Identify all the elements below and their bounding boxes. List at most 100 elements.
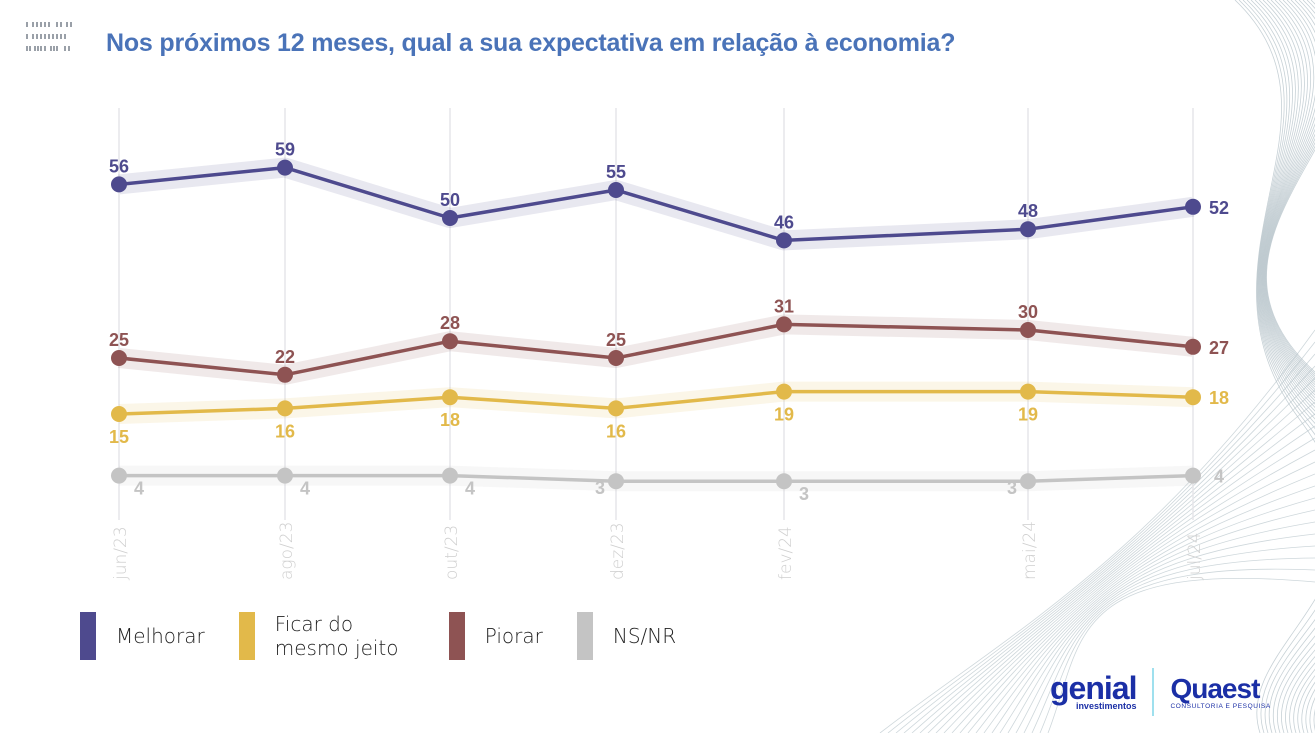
x-tick-label: jul/24 xyxy=(1185,532,1205,581)
data-label: 50 xyxy=(440,190,460,210)
legend-label: NS/NR xyxy=(612,624,677,648)
logos: genial investimentos Quaest CONSULTORIA … xyxy=(1050,668,1271,716)
wave-line xyxy=(999,509,1315,733)
x-tick-label: mai/24 xyxy=(1020,521,1040,580)
wave-line xyxy=(919,389,1315,733)
data-point xyxy=(776,383,792,400)
wave-line xyxy=(911,377,1315,733)
series-piorar: 25 22 28 25 31 30 27 xyxy=(109,296,1229,385)
chart-title: Nos próximos 12 meses, qual a sua expect… xyxy=(106,29,956,57)
data-label: 59 xyxy=(275,140,295,160)
data-point xyxy=(608,182,624,198)
legend-swatch-piorar xyxy=(448,612,465,660)
wave-line xyxy=(983,485,1315,733)
wave-line xyxy=(895,353,1315,733)
wave-line xyxy=(903,365,1315,733)
series-ficar: 15 16 18 16 19 19 18 xyxy=(109,381,1229,447)
data-label: 46 xyxy=(774,212,794,232)
data-label: 4 xyxy=(1214,467,1224,487)
data-label: 3 xyxy=(1007,478,1017,498)
data-point xyxy=(1020,383,1036,400)
genial-logo-text: genial xyxy=(1050,670,1137,706)
data-point xyxy=(111,406,127,422)
wave-line xyxy=(879,329,1315,733)
data-point xyxy=(1020,221,1036,238)
data-point xyxy=(111,350,127,366)
wave-line xyxy=(991,497,1315,733)
data-label: 31 xyxy=(774,296,794,316)
series-nsnr: 4 4 4 3 3 3 4 xyxy=(111,465,1224,504)
genial-logo: genial investimentos xyxy=(1050,670,1137,711)
data-label: 27 xyxy=(1209,338,1229,358)
wave-line xyxy=(959,449,1315,733)
data-label: 55 xyxy=(606,162,626,182)
wave-line xyxy=(1007,521,1315,733)
wave-line xyxy=(1262,0,1315,733)
gridlines xyxy=(118,108,1194,520)
wave-line xyxy=(1260,0,1315,733)
wave-line xyxy=(1258,0,1315,733)
data-point xyxy=(277,366,293,383)
legend-swatch-nsnr xyxy=(576,612,593,660)
data-label: 4 xyxy=(134,479,144,499)
data-point xyxy=(1020,473,1036,490)
wave-line xyxy=(1023,545,1315,733)
quaest-logo-text: Quaest xyxy=(1170,672,1260,704)
data-point xyxy=(608,473,624,490)
legend-swatch-ficar xyxy=(238,612,255,660)
wave-line xyxy=(943,425,1315,733)
data-label: 15 xyxy=(109,427,129,447)
data-point xyxy=(608,400,624,417)
data-point xyxy=(1185,389,1201,406)
wave-line xyxy=(1262,0,1315,733)
data-point xyxy=(442,467,458,484)
x-tick-label: jun/23 xyxy=(111,526,131,581)
data-label: 19 xyxy=(774,405,794,425)
data-label: 3 xyxy=(595,478,605,498)
x-tick-label: out/23 xyxy=(442,525,462,580)
data-point xyxy=(1185,338,1201,355)
wave-line xyxy=(1259,0,1315,733)
data-label: 28 xyxy=(440,313,460,333)
data-point xyxy=(442,389,458,406)
data-point xyxy=(442,333,458,350)
data-point xyxy=(608,350,624,366)
wave-line xyxy=(1246,0,1315,733)
wave-line xyxy=(1250,0,1315,733)
data-label: 3 xyxy=(799,484,809,504)
data-point xyxy=(776,473,792,490)
data-label: 16 xyxy=(606,421,626,441)
data-label: 22 xyxy=(275,347,295,367)
data-label: 18 xyxy=(1209,388,1229,408)
wave-line xyxy=(1234,0,1315,733)
wave-line xyxy=(935,413,1315,733)
data-label: 16 xyxy=(275,421,295,441)
quaest-logo-subtext: CONSULTORIA E PESQUISA xyxy=(1170,702,1271,710)
data-point xyxy=(1185,198,1201,215)
wave-line xyxy=(1047,578,1315,733)
data-point xyxy=(442,210,458,226)
legend-item-ficar: Ficar do mesmo jeito xyxy=(238,612,415,660)
data-point xyxy=(776,316,792,333)
data-label: 56 xyxy=(109,156,129,176)
wave-line xyxy=(1238,0,1315,733)
data-point xyxy=(1020,322,1036,338)
legend-item-nsnr: NS/NR xyxy=(576,612,677,660)
data-label: 30 xyxy=(1018,302,1038,322)
data-point xyxy=(111,176,127,193)
wave-line xyxy=(1263,0,1315,731)
genial-logo-subtext: investimentos xyxy=(1075,701,1137,711)
wave-line xyxy=(1031,557,1315,733)
wave-line xyxy=(1039,568,1315,733)
series-melhorar: 56 59 50 55 46 48 52 xyxy=(109,140,1229,251)
wave-line xyxy=(1260,0,1315,733)
x-axis-labels: jun/23 ago/23 out/23 dez/23 fev/24 mai/24 jul/… xyxy=(111,521,1205,581)
data-label: 18 xyxy=(440,410,460,430)
logo-divider xyxy=(1152,668,1155,716)
data-label: 25 xyxy=(109,330,129,350)
data-label: 25 xyxy=(606,330,626,350)
data-point xyxy=(1185,467,1201,484)
wave-line xyxy=(975,473,1315,733)
